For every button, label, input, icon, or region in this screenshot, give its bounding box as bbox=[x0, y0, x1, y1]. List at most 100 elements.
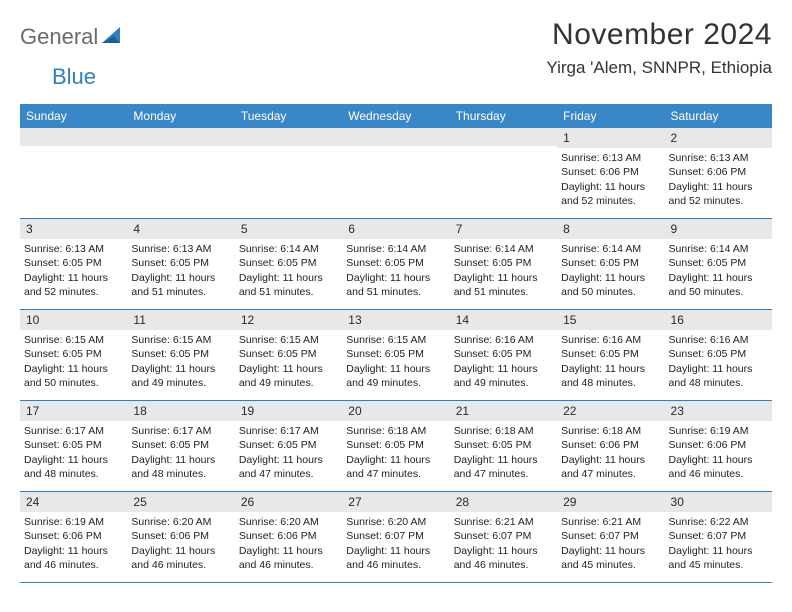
sunrise-text: Sunrise: 6:18 AM bbox=[454, 424, 553, 438]
daylight-text: Daylight: 11 hours and 47 minutes. bbox=[239, 453, 338, 481]
daylight-text: Daylight: 11 hours and 48 minutes. bbox=[131, 453, 230, 481]
daylight-text: Daylight: 11 hours and 52 minutes. bbox=[561, 180, 660, 208]
sunset-text: Sunset: 6:05 PM bbox=[561, 256, 660, 270]
daylight-text: Daylight: 11 hours and 49 minutes. bbox=[346, 362, 445, 390]
dow-tuesday: Tuesday bbox=[235, 104, 342, 128]
sunset-text: Sunset: 6:05 PM bbox=[669, 347, 768, 361]
day-cell: 10Sunrise: 6:15 AMSunset: 6:05 PMDayligh… bbox=[20, 310, 127, 400]
sunrise-text: Sunrise: 6:15 AM bbox=[346, 333, 445, 347]
sunset-text: Sunset: 6:07 PM bbox=[669, 529, 768, 543]
sunrise-text: Sunrise: 6:17 AM bbox=[239, 424, 338, 438]
day-cell: 13 Sunrise: 6:15 AMSunset: 6:05 PMDayligh… bbox=[342, 310, 449, 400]
day-cell: 28Sunrise: 6:21 AMSunset: 6:07 PMDayligh… bbox=[450, 492, 557, 582]
sunset-text: Sunset: 6:05 PM bbox=[561, 347, 660, 361]
sunrise-text: Sunrise: 6:15 AM bbox=[24, 333, 123, 347]
day-number: 13 bbox=[342, 310, 449, 330]
day-number: 7 bbox=[450, 219, 557, 239]
sunset-text: Sunset: 6:05 PM bbox=[454, 438, 553, 452]
day-number: 6 bbox=[342, 219, 449, 239]
day-number bbox=[450, 128, 557, 146]
day-cell: 21Sunrise: 6:18 AMSunset: 6:05 PMDayligh… bbox=[450, 401, 557, 491]
day-cell bbox=[450, 128, 557, 218]
day-number: 18 bbox=[127, 401, 234, 421]
day-number bbox=[127, 128, 234, 146]
sunrise-text: Sunrise: 6:14 AM bbox=[239, 242, 338, 256]
day-cell: 11Sunrise: 6:15 AMSunset: 6:05 PMDayligh… bbox=[127, 310, 234, 400]
sunrise-text: Sunrise: 6:19 AM bbox=[669, 424, 768, 438]
day-cell: 14Sunrise: 6:16 AMSunset: 6:05 PMDayligh… bbox=[450, 310, 557, 400]
day-cell: 8Sunrise: 6:14 AMSunset: 6:05 PMDaylight… bbox=[557, 219, 664, 309]
day-cell: 24Sunrise: 6:19 AMSunset: 6:06 PMDayligh… bbox=[20, 492, 127, 582]
day-cell bbox=[235, 128, 342, 218]
daylight-text: Daylight: 11 hours and 50 minutes. bbox=[669, 271, 768, 299]
sunset-text: Sunset: 6:06 PM bbox=[24, 529, 123, 543]
day-number: 19 bbox=[235, 401, 342, 421]
brand-part2: Blue bbox=[52, 64, 96, 89]
daylight-text: Daylight: 11 hours and 49 minutes. bbox=[239, 362, 338, 390]
day-number bbox=[342, 128, 449, 146]
sunrise-text: Sunrise: 6:20 AM bbox=[239, 515, 338, 529]
sunrise-text: Sunrise: 6:22 AM bbox=[669, 515, 768, 529]
sunset-text: Sunset: 6:05 PM bbox=[239, 438, 338, 452]
daylight-text: Daylight: 11 hours and 45 minutes. bbox=[561, 544, 660, 572]
day-cell: 5Sunrise: 6:14 AMSunset: 6:05 PMDaylight… bbox=[235, 219, 342, 309]
sunset-text: Sunset: 6:06 PM bbox=[239, 529, 338, 543]
day-number: 8 bbox=[557, 219, 664, 239]
daylight-text: Daylight: 11 hours and 50 minutes. bbox=[24, 362, 123, 390]
daylight-text: Daylight: 11 hours and 49 minutes. bbox=[131, 362, 230, 390]
sunrise-text: Sunrise: 6:17 AM bbox=[24, 424, 123, 438]
day-cell: 6Sunrise: 6:14 AMSunset: 6:05 PMDaylight… bbox=[342, 219, 449, 309]
daylight-text: Daylight: 11 hours and 46 minutes. bbox=[239, 544, 338, 572]
day-number: 20 bbox=[342, 401, 449, 421]
day-number: 21 bbox=[450, 401, 557, 421]
sunrise-text: Sunrise: 6:13 AM bbox=[131, 242, 230, 256]
dow-thursday: Thursday bbox=[450, 104, 557, 128]
sunrise-text: Sunrise: 6:14 AM bbox=[454, 242, 553, 256]
day-number: 14 bbox=[450, 310, 557, 330]
sunset-text: Sunset: 6:05 PM bbox=[454, 347, 553, 361]
sunrise-text: Sunrise: 6:18 AM bbox=[561, 424, 660, 438]
day-cell: 29Sunrise: 6:21 AMSunset: 6:07 PMDayligh… bbox=[557, 492, 664, 582]
week-row: 3 Sunrise: 6:13 AM Sunset: 6:05 PM Daylight… bbox=[20, 219, 772, 310]
sunset-text: Sunset: 6:05 PM bbox=[346, 438, 445, 452]
sunset-text: Sunset: 6:05 PM bbox=[346, 347, 445, 361]
title-block: November 2024 Yirga 'Alem, SNNPR, Ethiop… bbox=[546, 18, 772, 78]
sunrise-text: Sunrise: 6:21 AM bbox=[561, 515, 660, 529]
day-number: 3 bbox=[20, 219, 127, 239]
day-cell: 7Sunrise: 6:14 AMSunset: 6:05 PMDaylight… bbox=[450, 219, 557, 309]
day-cell: 15Sunrise: 6:16 AMSunset: 6:05 PMDayligh… bbox=[557, 310, 664, 400]
sunrise-text: Sunrise: 6:14 AM bbox=[669, 242, 768, 256]
sunset-text: Sunset: 6:05 PM bbox=[24, 438, 123, 452]
week-row: 17Sunrise: 6:17 AMSunset: 6:05 PMDayligh… bbox=[20, 401, 772, 492]
week-row: 24Sunrise: 6:19 AMSunset: 6:06 PMDayligh… bbox=[20, 492, 772, 583]
day-number: 29 bbox=[557, 492, 664, 512]
sunrise-text: Sunrise: 6:13 AM bbox=[24, 242, 123, 256]
day-number: 30 bbox=[665, 492, 772, 512]
sunrise-text: Sunrise: 6:16 AM bbox=[561, 333, 660, 347]
sunset-text: Sunset: 6:07 PM bbox=[454, 529, 553, 543]
day-number: 24 bbox=[20, 492, 127, 512]
day-number: 15 bbox=[557, 310, 664, 330]
daylight-text: Daylight: 11 hours and 47 minutes. bbox=[346, 453, 445, 481]
day-number: 2 bbox=[665, 128, 772, 148]
sunset-text: Sunset: 6:05 PM bbox=[239, 347, 338, 361]
day-cell: 25Sunrise: 6:20 AMSunset: 6:06 PMDayligh… bbox=[127, 492, 234, 582]
daylight-text: Daylight: 11 hours and 51 minutes. bbox=[454, 271, 553, 299]
sunrise-text: Sunrise: 6:15 AM bbox=[131, 333, 230, 347]
daylight-text: Daylight: 11 hours and 47 minutes. bbox=[561, 453, 660, 481]
day-cell: 27Sunrise: 6:20 AMSunset: 6:07 PMDayligh… bbox=[342, 492, 449, 582]
sunset-text: Sunset: 6:05 PM bbox=[131, 438, 230, 452]
month-title: November 2024 bbox=[546, 18, 772, 52]
day-cell: 19 Sunrise: 6:17 AMSunset: 6:05 PMDayligh… bbox=[235, 401, 342, 491]
day-number: 12 bbox=[235, 310, 342, 330]
sunrise-text: Sunrise: 6:21 AM bbox=[454, 515, 553, 529]
day-cell bbox=[127, 128, 234, 218]
day-number: 23 bbox=[665, 401, 772, 421]
daylight-text: Daylight: 11 hours and 46 minutes. bbox=[24, 544, 123, 572]
day-number: 22 bbox=[557, 401, 664, 421]
day-cell: 9Sunrise: 6:14 AMSunset: 6:05 PMDaylight… bbox=[665, 219, 772, 309]
dow-friday: Friday bbox=[557, 104, 664, 128]
location: Yirga 'Alem, SNNPR, Ethiopia bbox=[546, 58, 772, 78]
weeks-container: 1Sunrise: 6:13 AMSunset: 6:06 PMDaylight… bbox=[20, 128, 772, 583]
day-cell: 18Sunrise: 6:17 AMSunset: 6:05 PMDayligh… bbox=[127, 401, 234, 491]
